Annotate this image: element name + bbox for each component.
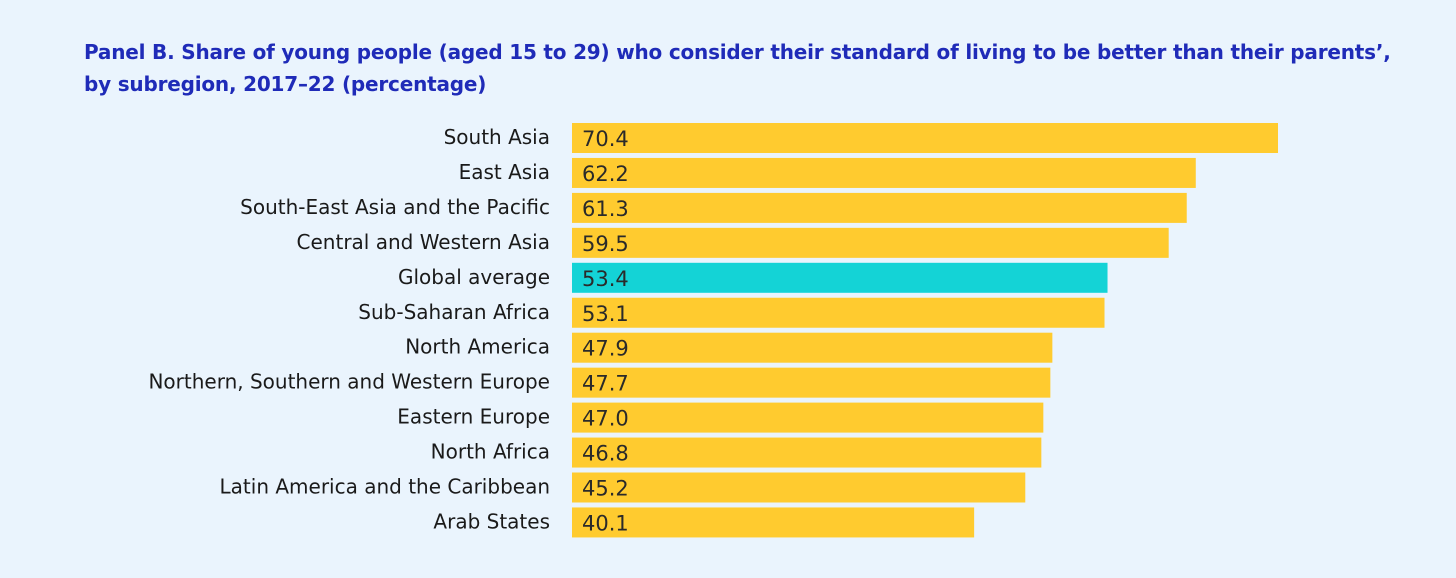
bar-8 [572,402,1044,433]
category-label-5: Sub-Saharan Africa [358,300,550,324]
bar-1 [572,157,1196,188]
value-label-0: 70.4 [582,127,629,151]
category-label-6: North America [405,335,550,359]
bar-3 [572,227,1169,258]
bar-5 [572,297,1105,328]
value-label-3: 59.5 [582,232,629,256]
category-label-2: South-East Asia and the Pacific [240,195,550,219]
category-label-1: East Asia [459,160,550,184]
bar-9 [572,437,1042,468]
bar-11 [572,507,975,538]
value-label-7: 47.7 [582,372,629,396]
category-label-7: Northern, Southern and Western Europe [148,370,550,394]
value-label-10: 45.2 [582,477,629,501]
value-label-6: 47.9 [582,337,629,361]
value-label-1: 62.2 [582,162,629,186]
category-label-4: Global average [398,265,550,289]
value-label-2: 61.3 [582,197,629,221]
value-label-8: 47.0 [582,407,629,431]
chart-title: Panel B. Share of young people (aged 15 … [84,40,1391,96]
category-label-10: Latin America and the Caribbean [220,475,550,499]
bar-7 [572,367,1051,398]
value-label-4: 53.4 [582,267,629,291]
category-label-0: South Asia [444,125,550,149]
bar-6 [572,332,1053,363]
bar-10 [572,472,1026,503]
bar-0 [572,123,1278,153]
category-label-11: Arab States [433,509,550,533]
value-label-9: 46.8 [582,442,629,466]
bar-2 [572,192,1187,223]
category-label-8: Eastern Europe [397,405,550,429]
value-label-11: 40.1 [582,511,629,535]
category-label-9: North Africa [431,440,550,464]
bar-4 [572,262,1108,293]
category-label-3: Central and Western Asia [297,230,550,254]
value-label-5: 53.1 [582,302,629,326]
